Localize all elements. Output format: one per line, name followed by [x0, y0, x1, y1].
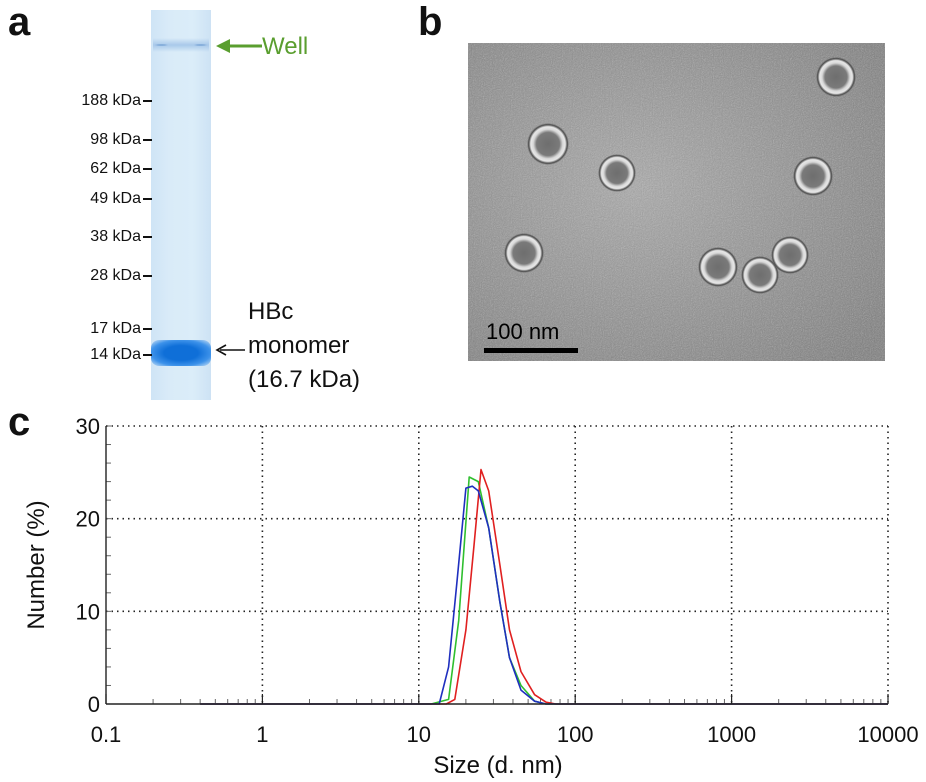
- series-line-2: [200, 485, 888, 705]
- x-tick-label: 1: [256, 722, 268, 747]
- marker-62: 62 kDa: [90, 160, 152, 178]
- particle: [504, 233, 544, 273]
- grid-layer: [106, 426, 888, 704]
- particle: [741, 256, 779, 294]
- well-arrow-icon: [216, 39, 262, 53]
- x-tick-label: 0.1: [91, 722, 122, 747]
- scale-bar: [484, 348, 578, 353]
- band-label-line3: (16.7 kDa): [248, 366, 361, 393]
- well-label: Well: [262, 33, 309, 60]
- x-tick-label: 100: [557, 722, 594, 747]
- virus-particles: [504, 57, 856, 294]
- particle: [598, 154, 636, 192]
- marker-49: 49 kDa: [90, 190, 152, 208]
- particle: [816, 57, 856, 97]
- tem-micrograph: 100 nm: [468, 43, 885, 361]
- panel-label-b: b: [418, 0, 443, 44]
- marker-188: 188 kDa: [81, 92, 152, 110]
- x-tick-label: 10000: [857, 722, 918, 747]
- y-tick-label: 0: [88, 692, 100, 717]
- particle: [793, 156, 833, 196]
- particle: [527, 123, 569, 165]
- marker-38: 38 kDa: [90, 228, 152, 246]
- marker-ladder-labels: 188 kDa 98 kDa 62 kDa 49 kDa 38 kDa 28 k…: [40, 0, 152, 400]
- band-arrow-icon: [215, 344, 245, 356]
- series-line-0: [200, 476, 888, 705]
- particle: [698, 247, 738, 287]
- band-label-line2: monomer: [248, 332, 350, 359]
- y-axis-title: Number (%): [23, 500, 50, 629]
- hbc-monomer-band: [151, 340, 211, 366]
- x-tick-label: 10: [407, 722, 431, 747]
- marker-17: 17 kDa: [90, 320, 152, 338]
- band-label-line1: HBc: [248, 298, 294, 325]
- gel-well: [153, 38, 209, 52]
- scale-bar-label: 100 nm: [486, 319, 560, 344]
- panel-label-c: c: [8, 400, 31, 444]
- x-tick-label: 1000: [707, 722, 756, 747]
- y-tick-labels: 0 10 20 30: [76, 414, 100, 717]
- minor-ticks: [106, 425, 882, 705]
- y-tick-label: 20: [76, 507, 100, 532]
- y-tick-label: 10: [76, 599, 100, 624]
- x-axis-title: Size (d. nm): [433, 752, 562, 779]
- particle: [771, 236, 809, 274]
- marker-98: 98 kDa: [90, 131, 152, 149]
- gel-lane: [151, 10, 211, 400]
- axis-layer: [105, 425, 889, 705]
- series-layer: [200, 468, 888, 705]
- panel-label-a: a: [8, 0, 31, 44]
- series-line-1: [200, 468, 888, 705]
- marker-14: 14 kDa: [90, 346, 152, 364]
- x-tick-labels: 0.1 1 10 100 1000 10000: [91, 722, 919, 747]
- marker-28: 28 kDa: [90, 267, 152, 285]
- y-tick-label: 30: [76, 414, 100, 439]
